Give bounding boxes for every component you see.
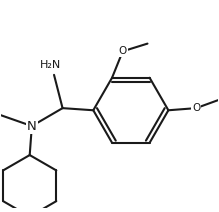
Text: O: O (192, 103, 200, 113)
Text: H₂N: H₂N (40, 60, 61, 70)
Text: O: O (119, 46, 127, 56)
Text: N: N (27, 120, 37, 132)
